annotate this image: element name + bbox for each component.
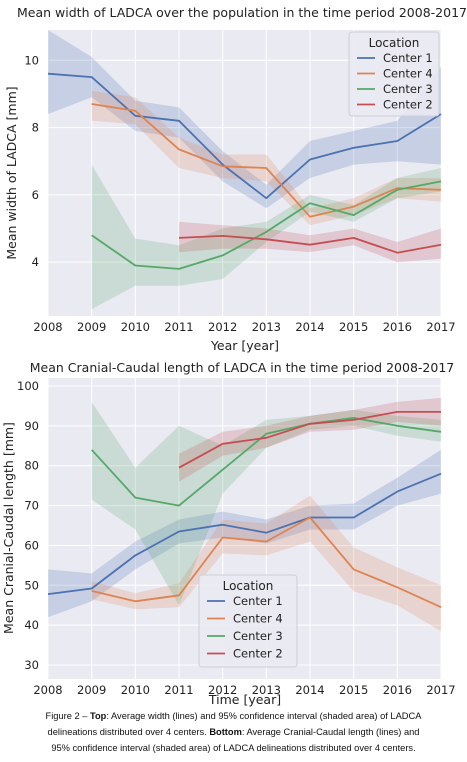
center-3-line bbox=[91, 180, 442, 270]
x-tick-label: 2012 bbox=[208, 320, 237, 334]
y-axis-label: Mean Cranial-Caudal length [mm] bbox=[1, 422, 16, 634]
x-tick-label: 2014 bbox=[295, 320, 324, 334]
series-lines bbox=[47, 411, 442, 609]
x-tick-label: 2015 bbox=[339, 683, 368, 697]
caption-bottom-label: Bottom bbox=[209, 727, 242, 737]
x-tick-label: 2017 bbox=[426, 320, 455, 334]
tick-labels: 2008 2009 2010 2011 2012 2013 2014 2015 2016 2017… bbox=[17, 379, 456, 697]
caption-top-label: Top bbox=[90, 711, 107, 721]
legend-box bbox=[198, 574, 298, 668]
x-tick-label: 2009 bbox=[77, 683, 106, 697]
legend-box bbox=[348, 31, 440, 117]
x-tick-label: 2016 bbox=[383, 320, 412, 334]
x-tick-label: 2011 bbox=[164, 320, 193, 334]
x-tick-label: 2010 bbox=[121, 683, 150, 697]
confidence-bands bbox=[48, 397, 441, 632]
y-tick-label: 30 bbox=[24, 658, 39, 672]
chart-title: Mean width of LADCA over the population … bbox=[17, 5, 467, 20]
center-2-line bbox=[178, 411, 441, 469]
x-tick-label: 2009 bbox=[77, 320, 106, 334]
center-4-confidence-band bbox=[91, 90, 441, 226]
width-chart: Mean width of LADCA over the population … bbox=[4, 5, 467, 353]
center-4-line bbox=[91, 516, 442, 609]
caption-line-3: 95% confidence interval (shaded area) of… bbox=[51, 743, 416, 753]
x-tick-label: 2013 bbox=[252, 683, 281, 697]
center-1-line bbox=[47, 72, 442, 200]
caption-line-1: Figure 2 – Top: Average width (lines) an… bbox=[0, 708, 467, 724]
y-tick-label: 100 bbox=[17, 379, 39, 393]
center-4-line bbox=[91, 103, 442, 218]
y-tick-label: 60 bbox=[24, 538, 39, 552]
x-tick-label: 2015 bbox=[339, 320, 368, 334]
y-axis-label: Mean width of LADCA [mm] bbox=[4, 86, 19, 259]
legend-title: Location bbox=[369, 36, 420, 50]
y-tick-label: 4 bbox=[32, 255, 39, 269]
caption-prefix: Figure 2 – bbox=[45, 711, 90, 721]
legend-label-center-3: Center 3 bbox=[383, 82, 433, 96]
series-lines bbox=[47, 72, 442, 270]
chart-title: Mean Cranial-Caudal length of LADCA in t… bbox=[30, 360, 454, 375]
y-tick-label: 40 bbox=[24, 618, 39, 632]
center-3-line bbox=[91, 417, 442, 507]
x-axis-label: Year [year] bbox=[210, 338, 279, 353]
y-tick-label: 90 bbox=[24, 419, 39, 433]
legend-label-center-2: Center 2 bbox=[383, 98, 433, 112]
tick-labels: 2008 2009 2010 2011 2012 2013 2014 2015 2016 2017… bbox=[24, 53, 455, 334]
y-tick-label: 6 bbox=[32, 188, 39, 202]
x-tick-label: 2016 bbox=[383, 683, 412, 697]
caption-bottom-text: : Average Cranial-Caudal length (lines) … bbox=[241, 727, 420, 737]
center-3-confidence-band bbox=[91, 164, 441, 310]
figure-caption: Figure 2 – Top: Average width (lines) an… bbox=[0, 708, 467, 756]
center-1-confidence-band bbox=[48, 30, 441, 209]
caption-line2-text: delineations distributed over 4 centers. bbox=[47, 727, 210, 737]
x-tick-label: 2013 bbox=[252, 320, 281, 334]
caption-line-2: delineations distributed over 4 centers.… bbox=[0, 724, 467, 740]
legend-title: Location bbox=[223, 579, 274, 593]
length-chart: Mean Cranial-Caudal length of LADCA in t… bbox=[1, 360, 456, 707]
center-2-line bbox=[178, 234, 442, 254]
center-2-confidence-band bbox=[179, 221, 441, 263]
center-2-confidence-band bbox=[179, 397, 441, 482]
x-tick-label: 2010 bbox=[121, 320, 150, 334]
legend-label-center-3: Center 3 bbox=[233, 629, 283, 643]
x-tick-label: 2011 bbox=[164, 683, 193, 697]
legend-label-center-4: Center 4 bbox=[233, 612, 283, 626]
legend-label-center-4: Center 4 bbox=[383, 67, 433, 81]
center-4-confidence-band bbox=[91, 495, 441, 632]
legend-label-center-2: Center 2 bbox=[233, 647, 283, 661]
x-tick-label: 2017 bbox=[426, 683, 455, 697]
x-tick-label: 2012 bbox=[208, 683, 237, 697]
x-axis-label: Time [year] bbox=[208, 692, 281, 707]
y-tick-label: 8 bbox=[32, 121, 39, 135]
center-1-confidence-band bbox=[48, 449, 441, 618]
x-tick-label: 2014 bbox=[295, 683, 324, 697]
confidence-bands bbox=[48, 30, 441, 310]
center-1-line bbox=[47, 472, 442, 595]
caption-top-text: : Average width (lines) and 95% confiden… bbox=[106, 711, 422, 721]
y-tick-label: 10 bbox=[24, 53, 39, 67]
y-tick-label: 70 bbox=[24, 499, 39, 513]
legend-label-center-1: Center 1 bbox=[233, 594, 283, 608]
legend-label-center-1: Center 1 bbox=[383, 51, 433, 65]
x-tick-label: 2008 bbox=[33, 683, 62, 697]
y-tick-label: 50 bbox=[24, 578, 39, 592]
y-tick-label: 80 bbox=[24, 459, 39, 473]
center-3-confidence-band bbox=[91, 401, 441, 606]
x-tick-label: 2008 bbox=[33, 320, 62, 334]
